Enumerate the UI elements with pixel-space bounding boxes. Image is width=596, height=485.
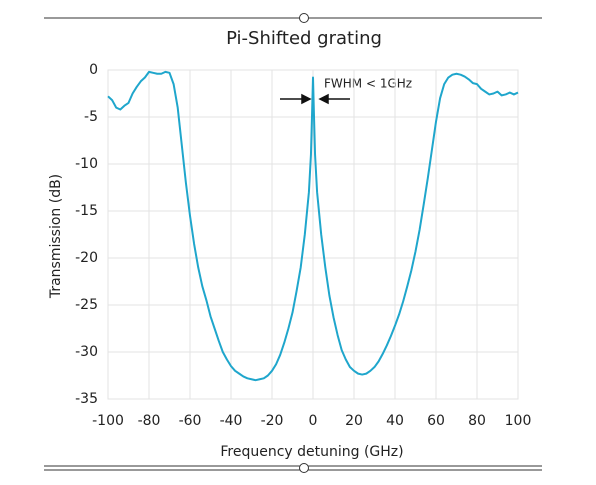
- x-tick-label: -40: [220, 413, 243, 429]
- x-tick-label: 80: [468, 413, 486, 429]
- handle: [299, 13, 309, 23]
- y-tick-label: -25: [75, 297, 98, 313]
- y-tick-label: 0: [89, 62, 98, 78]
- x-tick-label: -20: [261, 413, 284, 429]
- y-axis-label: Transmission (dB): [48, 174, 64, 299]
- y-tick-label: -10: [75, 156, 98, 172]
- annotation: FWHM < 1GHz: [324, 77, 412, 91]
- chart-title: Pi-Shifted grating: [226, 28, 382, 49]
- x-tick-label: -100: [92, 413, 124, 429]
- y-tick-label: -20: [75, 250, 98, 266]
- x-tick-label: 20: [345, 413, 363, 429]
- y-tick-label: -30: [75, 344, 98, 360]
- x-tick-label: 100: [505, 413, 532, 429]
- data-line: [107, 70, 519, 382]
- x-tick-label: 40: [386, 413, 404, 429]
- x-tick-label: -80: [138, 413, 161, 429]
- x-axis-label: Frequency detuning (GHz): [220, 444, 403, 460]
- annotation-arrows: [280, 93, 350, 105]
- y-tick-label: -35: [75, 391, 98, 407]
- x-tick-label: -60: [179, 413, 202, 429]
- x-tick-label: 0: [309, 413, 318, 429]
- y-tick-label: -15: [75, 203, 98, 219]
- x-tick-label: 60: [427, 413, 445, 429]
- y-tick-label: -5: [84, 109, 98, 125]
- handle: [299, 463, 309, 473]
